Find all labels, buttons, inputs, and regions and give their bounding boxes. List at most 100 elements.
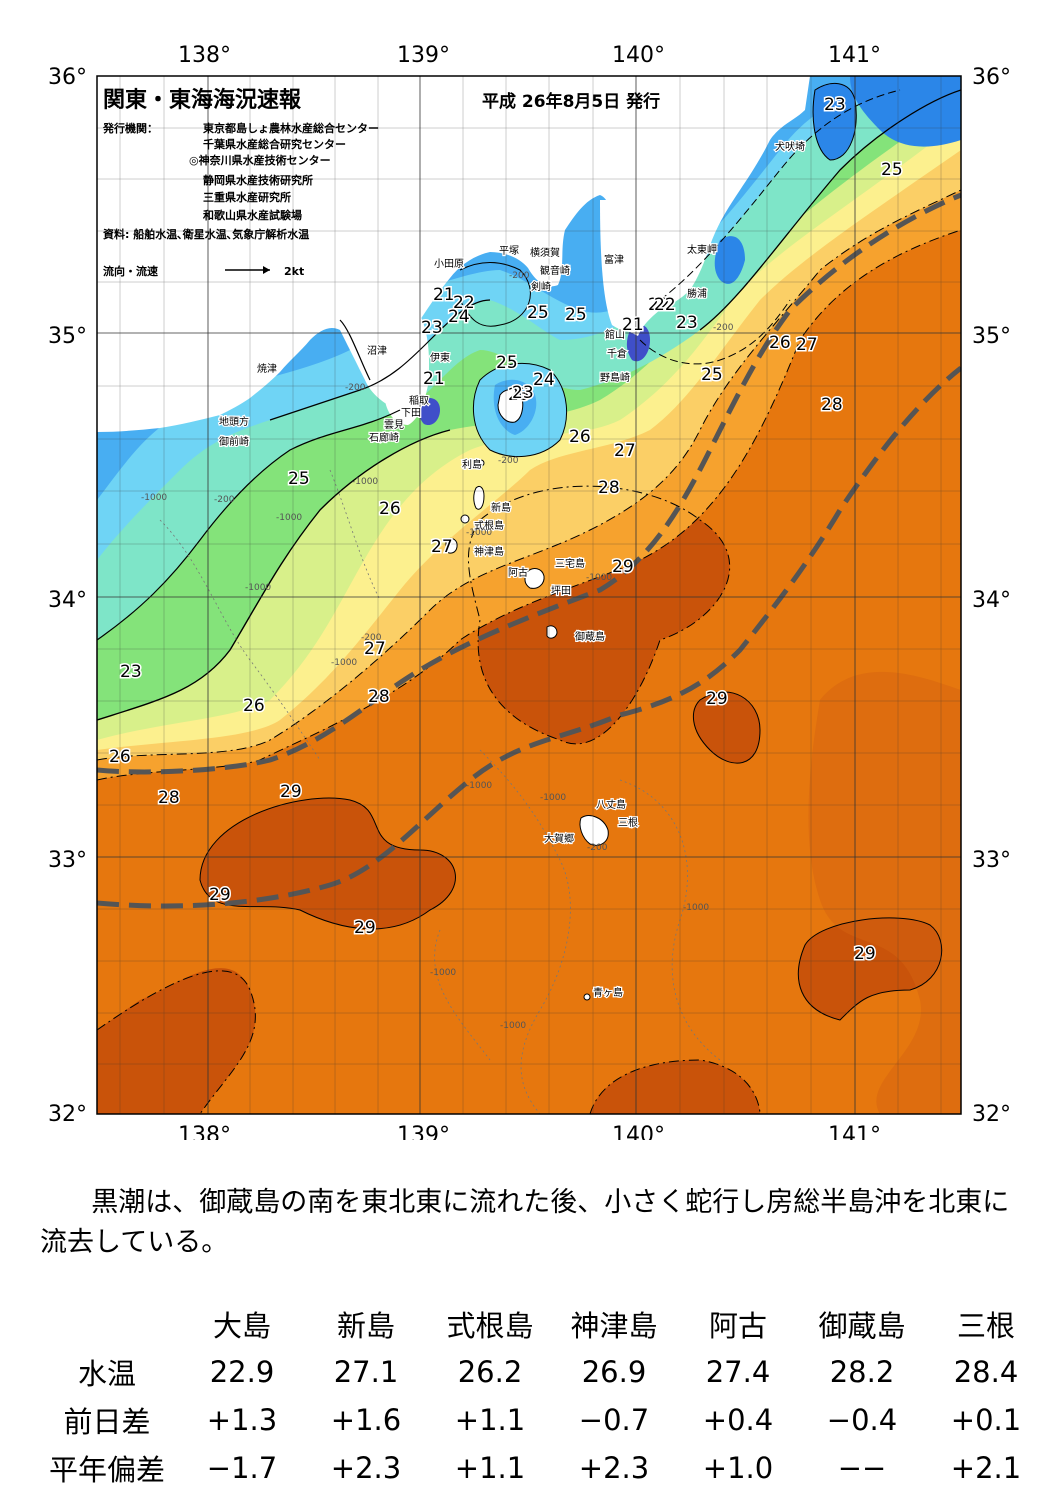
- lon-label-top: 141°: [828, 43, 881, 68]
- table-cell: +1.0: [702, 1451, 774, 1485]
- kuroshio-axis: [97, 192, 961, 909]
- minor-graticule: [97, 76, 961, 1114]
- place-label: 稲取: [409, 395, 429, 407]
- depth-label: -1000: [683, 903, 709, 913]
- table-cell: 27.4: [705, 1355, 771, 1389]
- lon-label-top: 138°: [178, 43, 231, 68]
- table-header-row: 大島 新島 式根島 神津島 阿古 御蔵島 三根: [34, 1300, 1048, 1348]
- table-cell: −−: [837, 1451, 887, 1485]
- isotherm-label: 23: [824, 95, 846, 115]
- lon-label-bottom: 141°: [828, 1123, 881, 1140]
- table-cell: +2.3: [330, 1451, 402, 1485]
- column-header: 新島: [336, 1309, 395, 1343]
- place-label: 沼津: [367, 344, 387, 357]
- table-cell: +0.4: [702, 1403, 774, 1437]
- depth-label: -1000: [466, 528, 492, 538]
- table-corner: [34, 1300, 180, 1348]
- place-label: 犬吠埼: [775, 140, 805, 153]
- lon-label-top: 139°: [397, 43, 450, 68]
- table-cell: +2.3: [578, 1451, 650, 1485]
- table-cell: +1.6: [330, 1403, 402, 1437]
- depth-labels: -200 -200 -200 -200 -1000 -200 -1000 -10…: [141, 271, 734, 1031]
- depth-label: -200: [214, 495, 235, 505]
- issuer: ◎神奈川県水産技術センター: [189, 153, 331, 167]
- table-cell: +1.1: [454, 1451, 526, 1485]
- lon-label-bottom: 140°: [612, 1123, 665, 1140]
- isotherm-label: 23: [676, 313, 698, 333]
- isotherm-label: 25: [496, 353, 518, 373]
- lat-label-left: 33°: [48, 848, 87, 873]
- place-label: 観音崎: [540, 264, 570, 277]
- isotherm-label: 29: [209, 885, 231, 905]
- depth-label: -1000: [466, 781, 492, 791]
- data-source: 資料: 船舶水温､衛星水温､気象庁解析水温: [103, 227, 309, 241]
- summary-text: 黒潮は、御蔵島の南を東北東に流れた後、小さく蛇行し房総半島沖を北東に流去している…: [40, 1187, 1010, 1258]
- temperature-fill: [97, 76, 961, 1114]
- place-label: 平塚: [499, 245, 519, 257]
- map-title: 関東・東海海況速報: [103, 87, 302, 113]
- place-label: 利島: [462, 458, 482, 471]
- isotherm-label: 28: [821, 395, 843, 415]
- lat-label-left: 35°: [48, 324, 87, 349]
- row-label: 前日差: [63, 1405, 151, 1439]
- depth-label: -200: [361, 633, 382, 643]
- place-label: 太東岬: [687, 243, 717, 256]
- place-label: 横須賀: [530, 246, 560, 259]
- table-row: 平年偏差 −1.7 +2.3 +1.1 +2.3 +1.0 −− +2.1: [34, 1444, 1048, 1492]
- issuer: 東京都島しょ農林水産総合センター: [203, 121, 379, 135]
- place-label: 雲見: [384, 419, 404, 431]
- kozushima-island: [445, 537, 458, 554]
- depth-label: -200: [713, 323, 734, 333]
- issue-date: 平成 26年8月5日 発行: [482, 91, 660, 112]
- row-label: 水温: [77, 1357, 136, 1391]
- isotherm-label: 25: [881, 160, 903, 180]
- isotherm-label: 26: [243, 696, 265, 716]
- column-header: 御蔵島: [818, 1309, 906, 1343]
- sea-temperature-map: 138° 139° 140° 141° 138° 139° 140° 141° …: [48, 43, 1011, 1140]
- isotherm-label: 23: [120, 662, 142, 682]
- isotherm-label: 23: [421, 318, 443, 338]
- lat-label-right: 36°: [972, 65, 1011, 90]
- place-label: 地頭方: [219, 415, 249, 428]
- isotherm-label: 24: [533, 370, 555, 390]
- isotherm-label: 23: [508, 385, 530, 405]
- issuer: 静岡県水産技術研究所: [203, 173, 313, 187]
- place-label: 千倉: [607, 347, 627, 360]
- table-cell: 26.2: [457, 1355, 523, 1389]
- lat-label-right: 35°: [972, 324, 1011, 349]
- column-header: 神津島: [570, 1309, 658, 1343]
- land-honshu: [97, 76, 810, 432]
- column-header: 三根: [956, 1309, 1015, 1343]
- isotherm-label: 27: [614, 441, 636, 461]
- place-label: 坪田: [551, 584, 571, 597]
- place-label: 式根島: [474, 519, 504, 532]
- issuer: 三重県水産研究所: [203, 190, 291, 204]
- depth-label: -200: [509, 271, 530, 281]
- lon-label-bottom: 139°: [397, 1123, 450, 1140]
- isotherm-label: 26: [379, 499, 401, 519]
- aogashima-island: [583, 993, 591, 1001]
- table-cell: +1.3: [206, 1403, 278, 1437]
- issuer: 和歌山県水産試験場: [203, 208, 302, 222]
- lon-label-top: 140°: [612, 43, 665, 68]
- place-label: 青ヶ島: [593, 986, 623, 999]
- isotherm-label: 25: [288, 469, 310, 489]
- lat-label-right: 33°: [972, 848, 1011, 873]
- isotherm-label: 22: [654, 295, 676, 315]
- table-cell: −0.7: [578, 1403, 650, 1437]
- place-label: 神津島: [474, 545, 504, 558]
- isotherm-label: 22: [453, 293, 475, 313]
- depth-label: -1000: [586, 573, 612, 583]
- isotherm-label: 27: [364, 639, 386, 659]
- isotherm-label: 24: [448, 307, 470, 327]
- graticule: [97, 76, 961, 1114]
- table-cell: 26.9: [581, 1355, 647, 1389]
- hachijojima-island: [579, 815, 609, 846]
- place-label: 三根: [618, 816, 638, 829]
- column-header: 阿古: [708, 1309, 767, 1343]
- isotherm-labels: 23 25 21 22 23 24 25 25 21 22 22 23 21 2…: [108, 94, 905, 966]
- lat-label-left: 36°: [48, 65, 87, 90]
- flow-legend-arrowhead: [263, 266, 270, 274]
- place-label: 御蔵島: [575, 630, 605, 643]
- depth-label: -1000: [141, 493, 167, 503]
